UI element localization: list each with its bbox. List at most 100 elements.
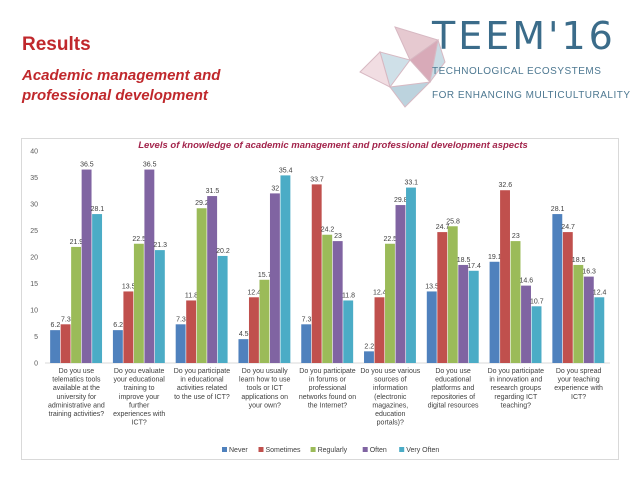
chart-area bbox=[21, 138, 619, 460]
bar-very-often bbox=[468, 270, 479, 363]
bar-often bbox=[332, 241, 343, 363]
subtitle-line-2: professional development bbox=[22, 87, 208, 104]
data-label: 25.8 bbox=[446, 218, 460, 225]
bar-very-often bbox=[531, 306, 542, 363]
category-label: Do you participate bbox=[488, 368, 545, 375]
category-label: in educational bbox=[180, 377, 224, 384]
data-label: 18.5 bbox=[572, 257, 586, 264]
category-label: Do you use bbox=[59, 368, 95, 375]
data-label: 28.1 bbox=[91, 206, 105, 213]
legend-label: Sometimes bbox=[266, 447, 302, 454]
data-label: 24.7 bbox=[436, 224, 450, 231]
data-label: 21.9 bbox=[70, 239, 84, 246]
legend-swatch bbox=[310, 447, 316, 452]
bar-sometimes bbox=[311, 184, 322, 363]
data-label: 13.5 bbox=[122, 283, 136, 290]
bar-never bbox=[364, 351, 374, 363]
category-label: Do you use various bbox=[360, 368, 420, 375]
bar-regularly bbox=[71, 246, 82, 363]
data-label: 35.4 bbox=[279, 167, 293, 174]
data-label: 20.2 bbox=[216, 248, 230, 255]
bar-regularly bbox=[322, 234, 333, 363]
data-label: 24.2 bbox=[321, 227, 335, 234]
category-label: teaching? bbox=[501, 402, 531, 409]
bar-never bbox=[238, 339, 249, 363]
y-tick-label: 30 bbox=[30, 202, 38, 209]
y-tick-label: 10 bbox=[30, 308, 38, 315]
legend-swatch bbox=[222, 447, 227, 452]
bar-sometimes bbox=[437, 232, 448, 363]
category-label: your teaching bbox=[558, 377, 600, 384]
bar-often bbox=[81, 169, 92, 363]
bar-very-often bbox=[92, 214, 103, 363]
data-label: 10.7 bbox=[530, 298, 544, 305]
y-tick-label: 40 bbox=[30, 149, 38, 156]
bar-very-often bbox=[217, 255, 228, 363]
legend-label: Often bbox=[370, 447, 387, 454]
category-label: to the use of ICT? bbox=[174, 394, 230, 401]
legend-label: Regularly bbox=[318, 447, 348, 454]
bar-often bbox=[144, 169, 155, 363]
slide-title: Results bbox=[22, 34, 91, 55]
bar-sometimes bbox=[562, 232, 573, 363]
data-label: 23 bbox=[512, 233, 520, 240]
bar-never bbox=[50, 330, 61, 363]
bar-very-often bbox=[154, 250, 165, 363]
category-label: your educational bbox=[113, 377, 165, 384]
subtitle-line-1: Academic management and bbox=[22, 67, 221, 84]
bar-sometimes bbox=[186, 300, 197, 363]
category-label: Do you use bbox=[435, 368, 471, 375]
category-label: ICT? bbox=[571, 394, 586, 401]
category-label: the Internet? bbox=[308, 402, 347, 409]
category-label: repositories of bbox=[431, 394, 475, 401]
bar-regularly bbox=[447, 226, 458, 363]
data-label: 21.3 bbox=[153, 242, 167, 249]
logo-wordmark: TEEM'16 bbox=[432, 14, 616, 58]
bar-very-often bbox=[406, 187, 416, 363]
data-label: 14.6 bbox=[520, 278, 534, 285]
data-label: 29.8 bbox=[394, 197, 408, 204]
category-label: sources of bbox=[374, 377, 406, 384]
bar-sometimes bbox=[500, 190, 510, 363]
bar-regularly bbox=[133, 243, 144, 363]
data-label: 32.6 bbox=[499, 182, 513, 189]
data-label: 36.5 bbox=[80, 162, 94, 169]
category-label: networks found on bbox=[299, 394, 356, 401]
y-tick-label: 20 bbox=[30, 255, 38, 262]
data-label: 28.1 bbox=[551, 206, 565, 213]
category-label: university for bbox=[57, 394, 97, 401]
legend-label: Very Often bbox=[406, 447, 439, 454]
category-label: information bbox=[373, 385, 408, 392]
data-label: 19.1 bbox=[488, 254, 502, 261]
legend-swatch bbox=[399, 447, 405, 452]
category-label: professional bbox=[309, 385, 347, 392]
data-label: 13.5 bbox=[425, 283, 439, 290]
data-label: 23 bbox=[334, 233, 342, 240]
bar-regularly bbox=[385, 243, 395, 363]
data-label: 12.4 bbox=[373, 289, 387, 296]
chart-title: Levels of knowledge of academic manageme… bbox=[138, 140, 528, 151]
bar-never bbox=[489, 261, 500, 363]
bar-never bbox=[175, 324, 186, 363]
bar-regularly bbox=[510, 241, 521, 363]
bar-often bbox=[395, 205, 406, 363]
category-label: learn how to use bbox=[239, 377, 290, 384]
bar-often bbox=[521, 285, 531, 363]
category-label: activities related bbox=[177, 385, 227, 392]
bar-regularly bbox=[196, 208, 207, 363]
data-label: 17.4 bbox=[467, 263, 481, 270]
bar-often bbox=[269, 193, 280, 363]
category-label: ICT? bbox=[132, 420, 147, 427]
logo-tagline-1: TECHNOLOGICAL ECOSYSTEMS bbox=[432, 66, 602, 77]
category-label: educational bbox=[435, 377, 471, 384]
category-label: administrative and bbox=[48, 402, 105, 409]
category-label: Do you usually bbox=[242, 368, 288, 375]
bar-never bbox=[426, 291, 437, 363]
data-label: 31.5 bbox=[206, 188, 220, 195]
bar-never bbox=[112, 330, 123, 363]
category-label: experiences with bbox=[113, 411, 165, 418]
category-label: digital resources bbox=[428, 402, 479, 409]
category-label: portals)? bbox=[377, 420, 404, 427]
category-label: education bbox=[375, 411, 405, 418]
data-label: 12.4 bbox=[247, 289, 261, 296]
